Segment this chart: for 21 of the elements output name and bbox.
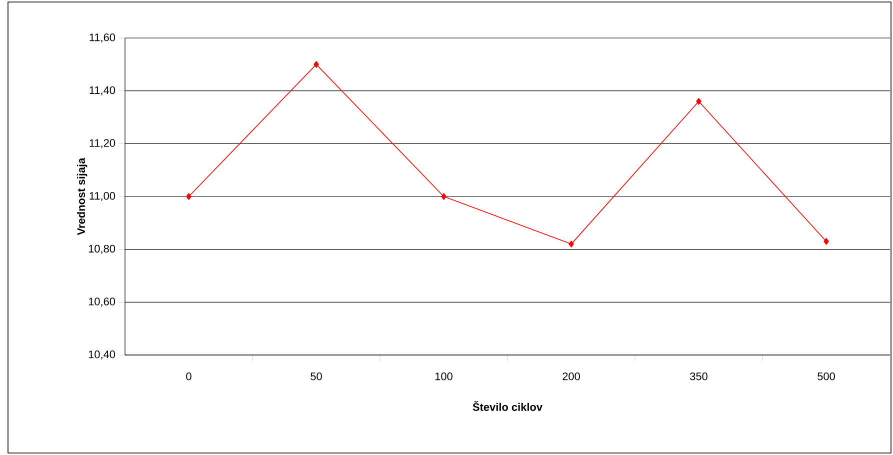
point [314, 61, 319, 68]
y-tick-label: 11,00 [90, 192, 116, 202]
y-tick-label: 10,60 [88, 298, 116, 307]
x-axis-title: Število ciklov [472, 401, 542, 411]
x-tick-label: 200 [562, 372, 580, 380]
y-tick-label: 11,60 [90, 33, 116, 43]
point [824, 238, 829, 245]
point [186, 193, 192, 200]
x-tick-label: 500 [818, 372, 835, 380]
y-tick-label: 11,20 [90, 139, 116, 148]
y-tick-label: 10,80 [88, 244, 116, 254]
point [568, 240, 574, 248]
point [696, 98, 702, 105]
x-tick-label: 50 [310, 372, 322, 380]
x-tick-label: 0 [186, 372, 192, 380]
y-axis-title: Vrednost sijaja [77, 158, 88, 236]
y-tick-label: 10,40 [88, 350, 116, 360]
point [441, 193, 446, 200]
x-tick-label: 100 [435, 372, 452, 380]
x-tick-label: 350 [690, 372, 708, 380]
y-tick-label: 11,40 [90, 86, 116, 96]
